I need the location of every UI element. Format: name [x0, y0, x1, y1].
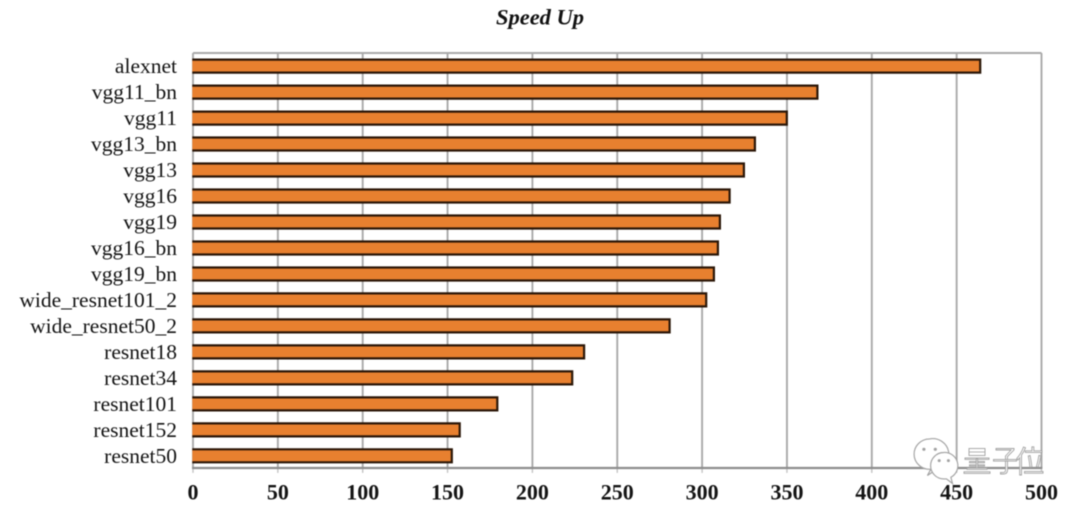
- svg-text:vgg13_bn: vgg13_bn: [91, 132, 177, 156]
- svg-text:wide_resnet50_2: wide_resnet50_2: [30, 314, 177, 338]
- svg-text:vgg19: vgg19: [123, 210, 177, 234]
- svg-text:200: 200: [516, 480, 549, 505]
- svg-text:resnet50: resnet50: [104, 444, 177, 468]
- svg-text:500: 500: [1025, 480, 1058, 505]
- svg-text:alexnet: alexnet: [115, 54, 177, 78]
- svg-text:vgg16_bn: vgg16_bn: [91, 236, 177, 260]
- svg-text:vgg11_bn: vgg11_bn: [92, 80, 177, 104]
- svg-text:vgg13: vgg13: [123, 158, 177, 182]
- svg-text:vgg11: vgg11: [124, 106, 177, 130]
- svg-text:resnet152: resnet152: [93, 418, 177, 442]
- svg-text:400: 400: [855, 480, 888, 505]
- svg-text:50: 50: [267, 480, 289, 505]
- svg-text:resnet101: resnet101: [93, 392, 177, 416]
- svg-text:100: 100: [346, 480, 379, 505]
- svg-text:350: 350: [770, 480, 803, 505]
- svg-text:450: 450: [940, 480, 973, 505]
- svg-text:resnet34: resnet34: [104, 366, 177, 390]
- svg-text:vgg19_bn: vgg19_bn: [91, 262, 177, 286]
- svg-text:300: 300: [686, 480, 719, 505]
- svg-text:Speed Up: Speed Up: [496, 5, 584, 30]
- svg-text:150: 150: [431, 480, 464, 505]
- svg-text:wide_resnet101_2: wide_resnet101_2: [19, 288, 177, 312]
- svg-text:resnet18: resnet18: [104, 340, 177, 364]
- svg-text:0: 0: [188, 480, 199, 505]
- svg-text:vgg16: vgg16: [123, 184, 177, 208]
- svg-text:250: 250: [601, 480, 634, 505]
